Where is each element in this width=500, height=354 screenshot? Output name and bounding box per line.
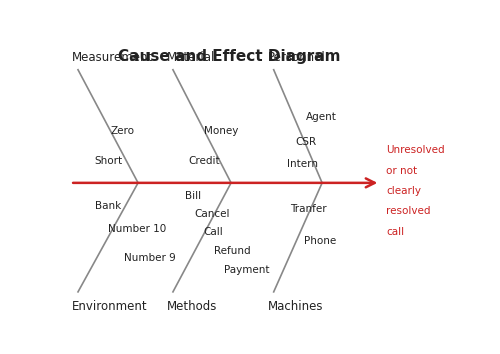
Text: Tranfer: Tranfer [290,204,327,214]
Text: Bank: Bank [96,201,122,211]
Text: Short: Short [94,156,122,166]
Text: Measurement: Measurement [72,51,154,64]
Text: Refund: Refund [214,246,250,256]
Text: Agent: Agent [306,113,337,122]
Text: Cause and Effect Diagram: Cause and Effect Diagram [118,49,340,64]
Text: resolved: resolved [386,206,430,217]
Text: Machines: Machines [268,300,324,313]
Text: call: call [386,227,404,237]
Text: Environment: Environment [72,300,148,313]
Text: CSR: CSR [296,137,317,147]
Text: Credit: Credit [189,156,220,166]
Text: Personnel: Personnel [268,51,326,64]
Text: Call: Call [204,227,224,237]
Text: Methods: Methods [167,300,218,313]
Text: or not: or not [386,166,417,176]
Text: Number 9: Number 9 [124,253,176,263]
Text: Money: Money [204,126,238,136]
Text: Payment: Payment [224,265,270,275]
Text: Intern: Intern [286,159,318,169]
Text: Phone: Phone [304,236,336,246]
Text: Material: Material [167,51,216,64]
Text: Cancel: Cancel [194,209,230,219]
Text: Zero: Zero [110,126,134,136]
Text: Bill: Bill [185,192,201,201]
Text: clearly: clearly [386,186,421,196]
Text: Number 10: Number 10 [108,224,166,234]
Text: Unresolved: Unresolved [386,145,444,155]
